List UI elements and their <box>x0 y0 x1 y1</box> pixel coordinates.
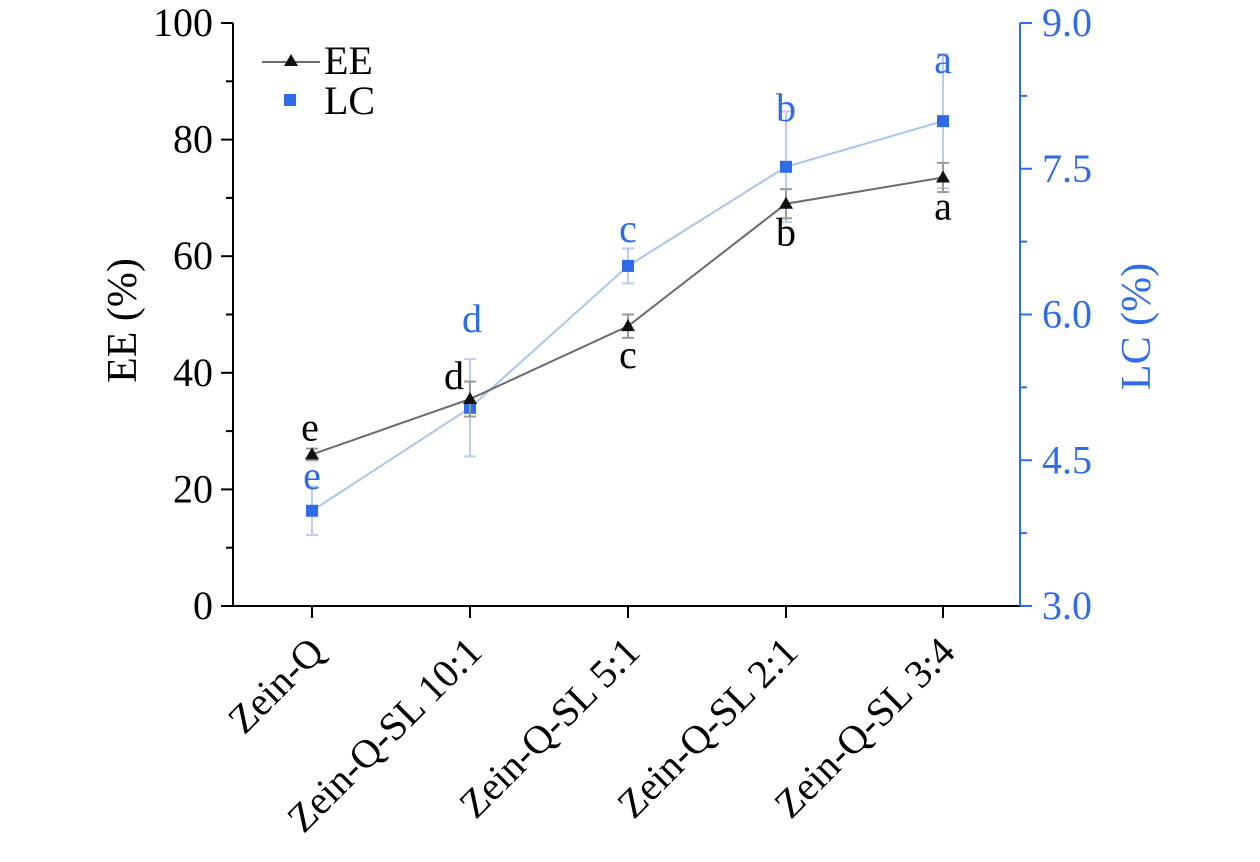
lc-point <box>622 259 634 272</box>
left-tick-label: 0 <box>193 583 213 628</box>
axes: 0204060801003.04.56.07.59.0Zein-QZein-Q-… <box>100 0 1160 841</box>
lc-point <box>937 115 949 128</box>
x-tick-label: Zein-Q <box>219 628 333 742</box>
lc-sig-label: e <box>303 453 321 498</box>
lc-sig-label: c <box>619 206 637 251</box>
ee-point <box>779 196 793 209</box>
lc-point <box>306 504 318 517</box>
lc-sig-label: a <box>934 37 952 82</box>
left-tick-label: 20 <box>173 466 213 511</box>
left-tick-label: 40 <box>173 350 213 395</box>
series-ee <box>305 161 950 462</box>
ee-point <box>936 170 950 183</box>
left-tick-label: 100 <box>153 0 213 45</box>
right-tick-label: 3.0 <box>1042 583 1092 628</box>
lc-point <box>780 160 792 173</box>
left-axis-title: EE (%) <box>100 258 146 383</box>
right-tick-label: 4.5 <box>1042 437 1092 482</box>
ee-sig-label: d <box>444 353 464 398</box>
series-lc <box>306 53 949 537</box>
legend-lc-marker <box>284 94 296 106</box>
legend-lc-label: LC <box>324 78 375 123</box>
ee-point <box>621 319 635 332</box>
ee-sig-label: b <box>776 210 796 255</box>
left-tick-label: 80 <box>173 117 213 162</box>
series-layer <box>305 53 950 537</box>
left-tick-label: 60 <box>173 233 213 278</box>
right-tick-label: 7.5 <box>1042 146 1092 191</box>
right-axis-title: LC (%) <box>1114 263 1160 390</box>
ee-sig-label: c <box>619 332 637 377</box>
ee-sig-label: a <box>934 183 952 228</box>
right-tick-label: 6.0 <box>1042 292 1092 337</box>
lc-sig-label: b <box>776 85 796 130</box>
ee-sig-label: e <box>301 404 319 449</box>
legend-ee-label: EE <box>324 38 373 83</box>
right-tick-label: 9.0 <box>1042 0 1092 45</box>
ee-point <box>463 392 477 405</box>
ee-point <box>305 447 319 460</box>
lc-sig-label: d <box>462 296 482 341</box>
labels-layer: e d c b a e d c b a <box>301 37 952 498</box>
legend-ee-marker <box>284 54 298 66</box>
